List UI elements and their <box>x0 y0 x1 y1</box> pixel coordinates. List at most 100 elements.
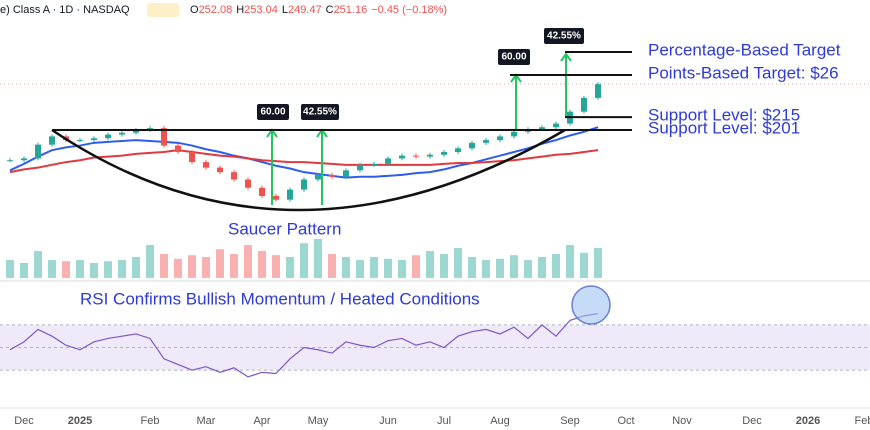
volume-bar <box>118 260 126 278</box>
candle-body <box>273 196 279 200</box>
pattern-label: Saucer Pattern <box>228 219 341 238</box>
volume-bar <box>454 248 462 278</box>
candle-body <box>385 158 391 164</box>
saucer-arc <box>51 128 566 212</box>
candle-body <box>553 123 559 128</box>
x-tick-label: Oct <box>617 415 634 427</box>
rsi-label: RSI Confirms Bullish Momentum / Heated C… <box>80 289 480 308</box>
volume-bar <box>496 258 504 278</box>
x-tick-label: Aug <box>490 415 510 427</box>
candle-body <box>91 138 97 141</box>
candle-body <box>105 134 111 139</box>
candle-body <box>7 160 13 162</box>
candle-body <box>315 174 321 180</box>
x-tick-label: May <box>308 415 329 427</box>
candle-body <box>329 174 335 177</box>
ohlc-key: O <box>190 4 199 16</box>
candle-body <box>245 179 251 188</box>
candle-body <box>21 158 27 161</box>
arrow-label: 42.55% <box>547 31 581 42</box>
candle-body <box>441 151 447 155</box>
candle-body <box>77 140 83 142</box>
x-tick-label: Sep <box>560 415 580 427</box>
volume-bar <box>300 243 308 278</box>
candle-body <box>469 142 475 149</box>
label-box <box>498 49 530 65</box>
x-tick-label: Apr <box>253 415 270 427</box>
volume-bar <box>174 258 182 278</box>
volume-bar <box>552 254 560 278</box>
volume-bar <box>34 251 42 278</box>
ohlc-value: 253.04 <box>244 4 278 16</box>
volume-bar <box>62 261 70 278</box>
arrow-label: 60.00 <box>260 107 285 118</box>
candle-body <box>217 167 223 173</box>
volume-bar <box>384 258 392 278</box>
volume-bar <box>6 260 14 278</box>
volume-bar <box>580 252 588 278</box>
level-label: Points-Based Target: $26 <box>648 63 839 82</box>
candle-body <box>259 187 265 197</box>
volume-bar <box>426 251 434 278</box>
candle-body <box>287 189 293 200</box>
level-label: Percentage-Based Target <box>648 41 841 60</box>
candle-body <box>595 84 601 98</box>
label-box <box>544 28 584 44</box>
volume-bar <box>440 254 448 278</box>
candle-body <box>581 97 587 112</box>
volume-bar <box>412 255 420 278</box>
candle-body <box>203 162 209 168</box>
ohlc-value: 252.08 <box>199 4 233 16</box>
volume-bar <box>76 260 84 278</box>
candle-body <box>371 163 377 165</box>
volume-bar <box>468 257 476 278</box>
candle-body <box>497 136 503 141</box>
highlight-circle <box>571 285 611 325</box>
volume-bar <box>104 261 112 278</box>
volume-bar <box>370 257 378 278</box>
candle-body <box>175 145 181 152</box>
candle-body <box>399 155 405 159</box>
icon-badge <box>147 3 179 17</box>
candle-body <box>49 136 55 145</box>
moving-average <box>9 149 599 174</box>
ohlc-key: H <box>236 4 244 16</box>
volume-bar <box>188 255 196 278</box>
x-tick-label: 2025 <box>68 415 92 427</box>
volume-bar <box>538 257 546 278</box>
x-tick-label: Feb <box>141 415 160 427</box>
arrow-label: 60.00 <box>501 52 526 63</box>
label-box <box>257 104 289 120</box>
ohlc-key: L <box>282 4 288 16</box>
volume-bar <box>146 245 154 278</box>
candle-body <box>427 154 433 157</box>
candle-body <box>189 151 195 163</box>
candle-body <box>119 132 125 135</box>
volume-bar <box>90 263 98 278</box>
rsi-line <box>9 313 599 378</box>
volume-bar <box>286 257 294 278</box>
volume-bar <box>48 260 56 278</box>
candle-body <box>455 148 461 152</box>
candle-body <box>161 128 167 146</box>
volume-bar <box>510 255 518 278</box>
x-tick-label: Mar <box>197 415 216 427</box>
moving-average <box>9 126 599 179</box>
x-tick-label: Nov <box>672 415 692 427</box>
volume-bar <box>566 245 574 278</box>
candle-body <box>357 164 363 171</box>
annotations: 60.00 42.55% 60.00 42.55% Saucer Pattern… <box>51 28 841 325</box>
volume-bar <box>524 260 532 278</box>
volume-bar <box>314 239 322 278</box>
level-label: Support Level: $215 <box>648 106 800 125</box>
candle-body <box>413 155 419 157</box>
volume-bar <box>398 260 406 278</box>
arrow-label: 42.55% <box>303 107 337 118</box>
ohlc-value: 251.16 <box>334 4 368 16</box>
ohlc-key: C <box>326 4 334 16</box>
ohlc-value: −0.45 (−0.18%) <box>371 4 447 16</box>
ohlc-value: 249.47 <box>288 4 322 16</box>
volume-bar <box>244 245 252 278</box>
candle-body <box>539 127 545 130</box>
